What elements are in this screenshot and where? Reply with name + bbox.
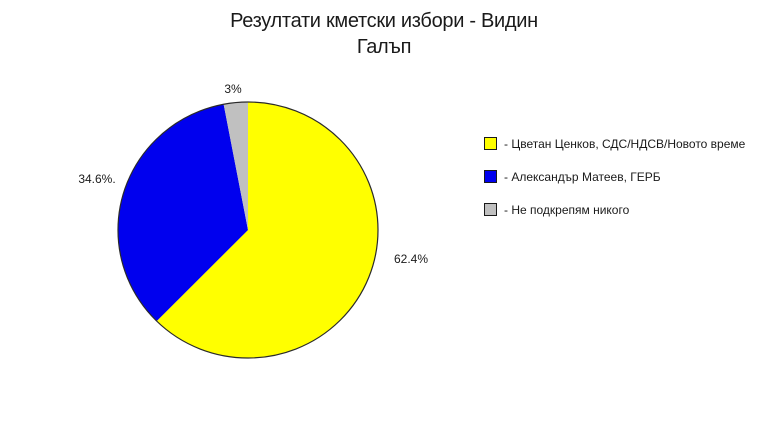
legend-label: - Не подкрепям никого: [504, 202, 630, 217]
legend-item: - Не подкрепям никого: [484, 202, 745, 217]
pie-slice: [118, 104, 248, 322]
slice-value-label: 34.6%.: [78, 172, 116, 186]
slice-value-label: 62.4%: [393, 252, 429, 266]
pie-slice: [156, 102, 379, 359]
legend-label: - Александър Матеев, ГЕРБ: [504, 169, 661, 184]
legend-item: - Цветан Ценков, СДС/НДСВ/Новото време: [484, 136, 746, 151]
legend-item: - Александър Матеев, ГЕРБ: [484, 169, 745, 184]
legend-swatch-icon: [484, 170, 497, 183]
chart-subtitle: Галъп: [356, 36, 412, 58]
chart-title: Резултати кметски избори - Видин: [230, 10, 538, 32]
legend-label: - Цветан Ценков, СДС/НДСВ/Новото време: [504, 136, 746, 151]
slice-value-label: 3%: [224, 82, 242, 96]
legend-swatch-icon: [484, 137, 497, 150]
title-block: Резултати кметски избори - Видин Галъп: [0, 8, 768, 60]
legend-swatch-icon: [484, 203, 497, 216]
legend: - Цветан Ценков, СДС/НДСВ/Новото време -…: [484, 136, 746, 217]
pie-slice: [223, 102, 248, 230]
pie-outline: [117, 101, 379, 359]
